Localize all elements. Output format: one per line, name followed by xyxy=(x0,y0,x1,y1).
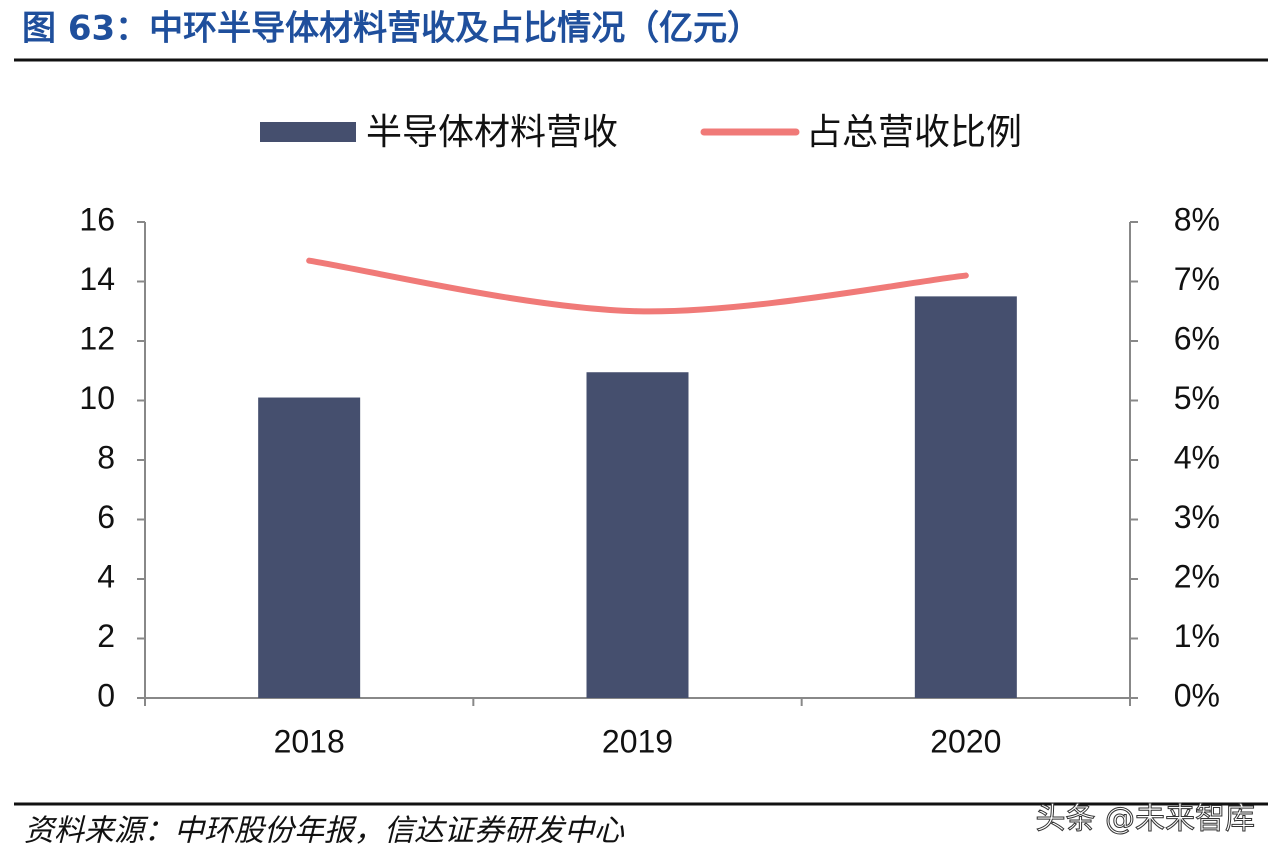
legend-label: 占总营收比例 xyxy=(806,112,1022,153)
x-tick-label: 2019 xyxy=(602,723,673,759)
y2-tick-label: 1% xyxy=(1174,618,1220,654)
y-tick-label: 4 xyxy=(97,558,115,594)
y2-tick-label: 4% xyxy=(1174,439,1220,475)
y2-tick-label: 3% xyxy=(1174,499,1220,535)
y-tick-label: 0 xyxy=(97,677,115,713)
y-tick-label: 10 xyxy=(79,380,115,416)
y2-tick-label: 2% xyxy=(1174,558,1220,594)
y2-tick-label: 0% xyxy=(1174,677,1220,713)
y2-tick-label: 5% xyxy=(1174,380,1220,416)
bar xyxy=(586,372,689,698)
figure-title: 图 63：中环半导体材料营收及占比情况（亿元） xyxy=(22,9,761,49)
line xyxy=(306,257,969,315)
y2-tick-label: 7% xyxy=(1174,261,1220,297)
legend-label: 半导体材料营收 xyxy=(366,112,618,153)
legend-swatch xyxy=(260,122,356,142)
bar xyxy=(914,296,1017,698)
y-tick-label: 6 xyxy=(97,499,115,535)
source-note: 资料来源：中环股份年报，信达证券研发中心 xyxy=(24,814,625,849)
y-tick-label: 12 xyxy=(79,320,115,356)
y2-tick-label: 6% xyxy=(1174,320,1220,356)
y-tick-label: 8 xyxy=(97,439,115,475)
y-tick-label: 2 xyxy=(97,618,115,654)
x-tick-label: 2020 xyxy=(930,723,1001,759)
watermark: 头条 @未来智库 xyxy=(1035,802,1255,837)
y2-tick-label: 8% xyxy=(1174,201,1220,237)
x-tick-label: 2018 xyxy=(274,723,345,759)
bar xyxy=(258,397,361,698)
y-tick-label: 14 xyxy=(79,261,115,297)
y-tick-label: 16 xyxy=(79,201,115,237)
